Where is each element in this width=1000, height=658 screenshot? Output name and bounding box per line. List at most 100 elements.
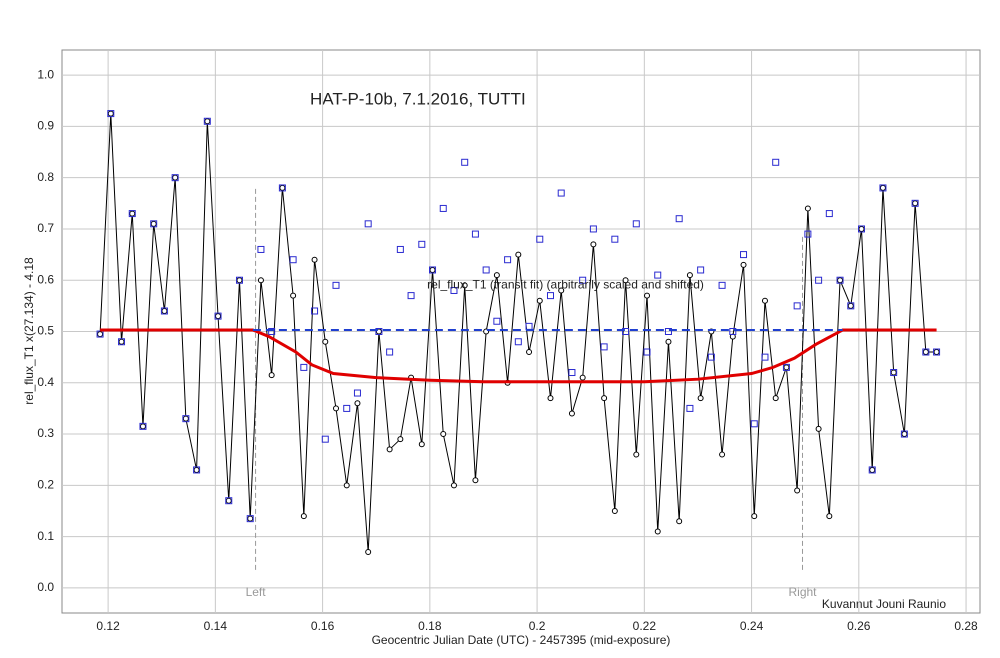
data-point xyxy=(160,307,168,315)
data-point xyxy=(118,338,125,345)
data-point xyxy=(740,251,748,259)
x-axis-label: Geocentric Julian Date (UTC) - 2457395 (… xyxy=(372,633,671,647)
y-tick-label: 1.0 xyxy=(37,67,54,81)
x-tick-label: 0.26 xyxy=(847,619,871,633)
data-point xyxy=(761,297,768,304)
data-point xyxy=(847,302,854,309)
data-point xyxy=(118,338,126,346)
data-point xyxy=(504,256,512,264)
data-point xyxy=(279,184,286,191)
data-point xyxy=(901,431,908,438)
data-point xyxy=(204,118,211,125)
data-point xyxy=(933,349,940,356)
data-point xyxy=(772,158,780,166)
data-point xyxy=(579,374,586,381)
data-point xyxy=(590,241,597,248)
data-point xyxy=(644,292,651,299)
data-point xyxy=(632,220,640,228)
data-point xyxy=(547,395,554,402)
data-point xyxy=(782,363,790,371)
data-point xyxy=(493,317,501,325)
data-point xyxy=(471,230,479,238)
data-point xyxy=(536,297,543,304)
y-tick-label: 0.5 xyxy=(37,324,54,338)
data-point xyxy=(804,230,812,238)
data-point xyxy=(203,117,211,125)
data-point xyxy=(600,343,608,351)
data-point xyxy=(225,497,233,505)
data-point xyxy=(676,518,683,525)
data-point xyxy=(922,349,929,356)
data-point xyxy=(589,225,597,233)
data-point xyxy=(300,513,307,520)
data-point xyxy=(664,328,672,335)
data-point xyxy=(333,405,340,412)
data-point xyxy=(396,245,404,253)
data-point xyxy=(804,205,811,212)
data-point xyxy=(622,328,630,335)
y-tick-label: 0.1 xyxy=(37,529,54,543)
data-point xyxy=(729,328,737,335)
y-tick-label: 0.0 xyxy=(37,580,54,594)
data-point xyxy=(783,364,790,371)
data-point xyxy=(311,307,319,315)
x-tick-label: 0.18 xyxy=(418,619,442,633)
data-point xyxy=(515,251,522,258)
y-tick-label: 0.3 xyxy=(37,426,54,440)
data-point xyxy=(236,277,243,284)
data-point xyxy=(826,513,833,520)
data-point xyxy=(750,420,758,428)
x-tick-label: 0.28 xyxy=(954,619,978,633)
data-point xyxy=(139,423,146,430)
data-point xyxy=(825,210,833,218)
data-point xyxy=(289,256,297,264)
data-point xyxy=(107,110,115,118)
x-tick-label: 0.22 xyxy=(633,619,657,633)
marker-label: Right xyxy=(789,585,818,599)
data-point xyxy=(429,266,437,274)
data-point xyxy=(815,425,822,432)
data-point xyxy=(794,487,801,494)
data-point xyxy=(879,184,887,192)
data-point xyxy=(439,204,447,212)
data-point xyxy=(869,466,876,473)
data-point xyxy=(214,312,222,320)
data-point xyxy=(375,328,383,335)
data-point xyxy=(268,372,275,379)
data-point xyxy=(868,466,876,474)
data-point xyxy=(643,348,651,356)
data-point xyxy=(246,515,254,523)
x-tick-label: 0.12 xyxy=(96,619,120,633)
data-point xyxy=(139,422,147,430)
data-point xyxy=(751,513,758,520)
data-point xyxy=(933,348,941,356)
chart-title: HAT-P-10b, 7.1.2016, TUTTI xyxy=(310,89,526,108)
data-point xyxy=(879,184,886,191)
data-point xyxy=(601,395,608,402)
y-tick-label: 0.4 xyxy=(37,375,54,389)
data-point xyxy=(440,431,447,438)
data-point xyxy=(837,277,844,284)
data-point xyxy=(858,225,865,232)
y-tick-label: 0.8 xyxy=(37,170,54,184)
y-axis-label: rel_flux_T1 x(27.134) - 4.18 xyxy=(22,257,36,405)
data-point xyxy=(857,225,865,233)
data-point xyxy=(675,215,683,223)
data-point xyxy=(568,369,576,377)
data-point xyxy=(665,338,672,345)
data-point xyxy=(386,446,393,453)
data-point xyxy=(719,451,726,458)
data-point xyxy=(322,338,329,345)
data-point xyxy=(407,292,415,300)
data-point xyxy=(654,528,661,535)
data-point xyxy=(697,266,705,274)
data-point xyxy=(654,271,662,279)
data-point xyxy=(397,436,404,443)
data-point xyxy=(514,338,522,346)
data-point xyxy=(247,515,254,522)
x-tick-label: 0.2 xyxy=(529,619,546,633)
data-point xyxy=(611,235,619,243)
data-point xyxy=(235,276,243,284)
